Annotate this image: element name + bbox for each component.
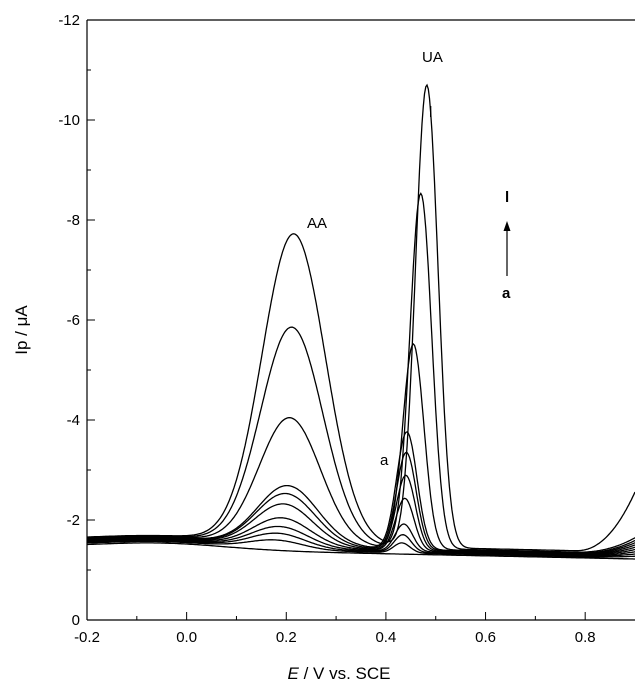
x-tick-label: 0.4: [375, 629, 396, 646]
increase-arrow: [503, 221, 511, 276]
x-tick-label: -0.2: [74, 629, 100, 646]
y-tick-label: -12: [58, 12, 80, 29]
y-tick-label: -6: [67, 312, 80, 329]
y-tick-label: -8: [67, 212, 80, 229]
annotation-ua: UA: [422, 49, 443, 66]
y-tick-label: -10: [58, 112, 80, 129]
x-tick-label: 0.6: [475, 629, 496, 646]
cv-curve: [87, 343, 635, 554]
annotation-aa: AA: [307, 215, 327, 232]
y-tick-label: 0: [72, 612, 80, 629]
cv-curve: [87, 83, 635, 552]
annotation-arrow-top: l: [505, 189, 509, 206]
y-tick-label: -2: [67, 512, 80, 529]
x-tick-label: 0.8: [575, 629, 596, 646]
annotation-arrow-bottom: a: [502, 285, 511, 302]
x-axis: -0.2 0.0 0.2 0.4 0.6 0.8: [74, 612, 596, 646]
plot-frame: [86, 19, 635, 621]
y-tick-label: -4: [67, 412, 80, 429]
x-tick-label: 0.0: [176, 629, 197, 646]
annotation-curve-l: l: [429, 104, 432, 121]
annotation-curve-a: a: [380, 452, 389, 469]
cv-curve: [87, 192, 635, 553]
y-axis-title: Ip / μA: [12, 305, 31, 355]
curve-group: [87, 83, 635, 560]
x-tick-label: 0.2: [276, 629, 297, 646]
y-axis: 0 -2 -4 -6 -8 -10 -12: [58, 12, 95, 629]
x-axis-title: E / V vs. SCE: [288, 664, 391, 683]
cv-curve: [87, 542, 635, 560]
